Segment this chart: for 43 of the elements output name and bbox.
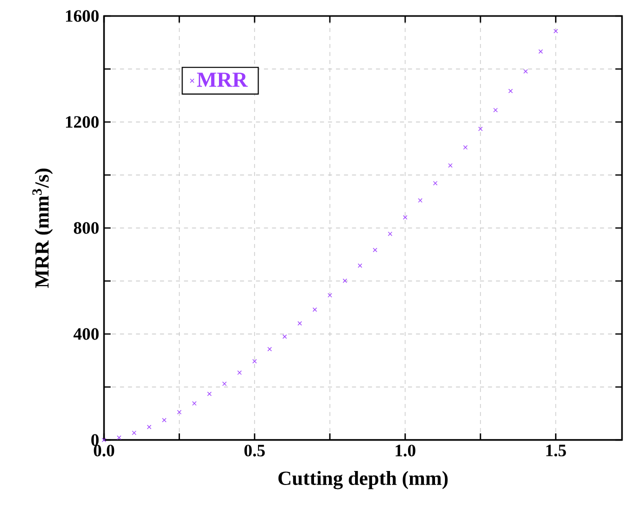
point [132, 430, 136, 436]
point [298, 321, 302, 326]
x-tick-label: 0.5 [244, 444, 265, 456]
point [252, 359, 257, 364]
y-tick-label: 800 [74, 222, 99, 234]
point [102, 438, 106, 442]
point [192, 401, 197, 406]
point [463, 145, 468, 150]
y-tick-label: 1600 [66, 10, 99, 22]
point [478, 126, 483, 132]
point [267, 346, 272, 352]
x-tick-label: 1.5 [546, 444, 566, 456]
point [342, 278, 348, 283]
point [146, 424, 152, 430]
y-axis-title: MRR (mm$^{3}$/s) [32, 168, 53, 288]
point [554, 28, 558, 34]
point [523, 69, 528, 74]
point [433, 180, 438, 186]
x-tick-label: 1.0 [396, 444, 416, 456]
y-tick-label: 1200 [66, 116, 99, 128]
x-tick-label: 0.0 [94, 444, 114, 456]
point [448, 163, 453, 168]
point [418, 198, 422, 203]
point [237, 370, 242, 375]
y-tick-label: 0 [91, 434, 99, 446]
point [116, 435, 122, 440]
x-axis-title: Cutting depth (mm) [278, 470, 448, 490]
point [372, 248, 378, 252]
point [538, 49, 543, 54]
legend-label: MRR [197, 72, 248, 87]
point [312, 307, 318, 312]
point [508, 88, 513, 94]
point [493, 108, 498, 112]
point [222, 382, 227, 386]
y-tick-label: 400 [74, 328, 99, 340]
point [207, 392, 212, 396]
point [177, 410, 182, 414]
point [282, 334, 287, 339]
point [328, 293, 332, 298]
point [358, 263, 362, 268]
point [162, 418, 166, 422]
point [388, 232, 392, 236]
point [402, 215, 408, 220]
